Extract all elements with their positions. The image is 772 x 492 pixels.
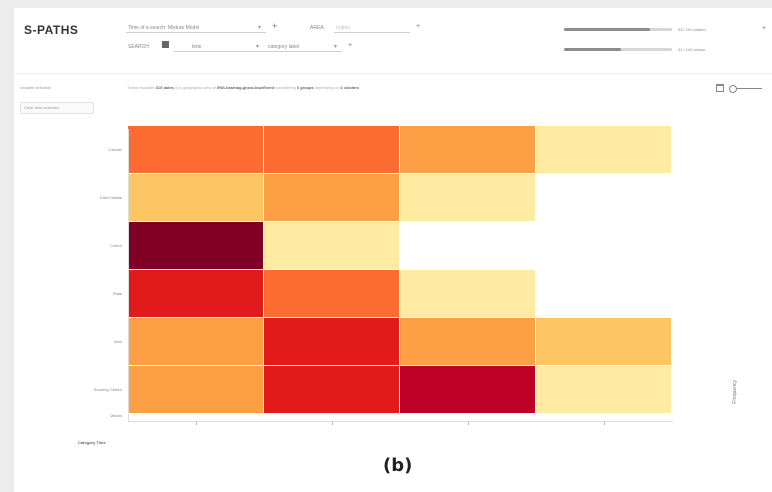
chevron-down-icon: ▾	[258, 25, 262, 31]
heatmap-cell[interactable]	[536, 366, 671, 413]
heatmap-cell[interactable]	[128, 318, 263, 365]
heatmap-cell[interactable]	[264, 366, 399, 413]
area-underline	[334, 32, 410, 33]
x-tick	[332, 422, 333, 425]
calendar-icon[interactable]	[162, 41, 169, 48]
heatmap-cell[interactable]	[128, 126, 263, 173]
heatmap-cell[interactable]	[264, 174, 399, 221]
row-label: Plate	[112, 291, 122, 296]
progress-fill-shown	[564, 48, 622, 51]
summary-mid1: in a geographic view of	[173, 85, 218, 90]
summary-mid3: depending on	[313, 85, 341, 90]
row-label-extra: Values	[110, 413, 122, 418]
heatmap-cell[interactable]	[128, 366, 263, 413]
summary-groups: 6 groups	[296, 85, 314, 90]
figure-caption: (b)	[383, 455, 413, 476]
calendar-icon[interactable]	[716, 84, 724, 92]
search-label: SEARCH	[128, 44, 149, 50]
category-dropdown[interactable]: category label	[268, 44, 300, 50]
progress-label-loaded: 53 / 100 loaded	[678, 27, 706, 32]
heatmap-cell[interactable]	[400, 366, 535, 413]
x-tick	[468, 422, 469, 425]
area-add-button[interactable]: +	[416, 23, 421, 30]
heatmap-cell[interactable]	[264, 318, 399, 365]
row-label: Item	[114, 339, 122, 344]
x-axis-line	[128, 421, 673, 422]
clear-selection-button[interactable]: Clear time selection	[20, 102, 94, 114]
header-divider	[14, 73, 772, 74]
heatmap-cell[interactable]	[400, 174, 535, 221]
dropdown-underline	[126, 32, 266, 33]
x-tick	[604, 422, 605, 425]
heatmap-cell[interactable]	[400, 318, 535, 365]
search-dropdown[interactable]: time	[192, 44, 202, 50]
heatmap-cell[interactable]	[400, 126, 535, 173]
progress-bar-shown	[564, 48, 672, 51]
summary-prefix: These visualize	[127, 85, 156, 90]
corner-mark: ·	[18, 482, 20, 487]
row-label: Earth Waste	[100, 195, 122, 200]
add-filter-button[interactable]: +	[272, 21, 278, 31]
heatmap-cell[interactable]	[128, 222, 263, 269]
summary-field: IRIS-hashtag-ghost-blueEvent	[217, 85, 275, 90]
menu-plus-icon[interactable]: +	[762, 25, 767, 32]
zoom-slider-track[interactable]	[732, 88, 762, 89]
progress-fill-loaded	[564, 28, 651, 31]
chevron-down-icon: ▾	[256, 44, 260, 50]
summary-text: These visualize 315 dates in a geographi…	[127, 85, 359, 90]
heatmap-cell[interactable]	[264, 270, 399, 317]
row-label: Running Citizen	[93, 387, 122, 392]
y-axis-line	[128, 129, 129, 421]
clear-selection-label: Clear time selection	[24, 105, 60, 110]
heatmap-cell[interactable]	[264, 222, 399, 269]
sidebar-label: Variable selection	[20, 85, 52, 90]
legend-label: Frequency	[732, 380, 738, 404]
heatmap-cell[interactable]	[128, 174, 263, 221]
x-axis-title: Category Time	[78, 440, 106, 445]
zoom-slider-handle[interactable]	[729, 85, 737, 93]
search-underline	[174, 51, 266, 52]
summary-dates: 315 dates	[155, 85, 174, 90]
summary-mid2: considering	[274, 85, 297, 90]
app-logo: S-PATHS	[24, 23, 79, 37]
row-label: Canvas	[108, 147, 122, 152]
heatmap-cell[interactable]	[264, 126, 399, 173]
category-add-button[interactable]: +	[348, 42, 353, 49]
time-filter-dropdown[interactable]: Time of a search: Mixture Model	[128, 25, 200, 31]
heatmap-cell[interactable]	[128, 270, 263, 317]
category-underline	[266, 51, 342, 52]
heatmap-cell[interactable]	[400, 270, 535, 317]
row-label: Cotton	[110, 243, 122, 248]
area-dropdown[interactable]: region	[336, 25, 350, 31]
heatmap-cell[interactable]	[536, 126, 671, 173]
heatmap-cell[interactable]	[536, 318, 671, 365]
chevron-down-icon: ▾	[334, 44, 338, 50]
x-tick	[196, 422, 197, 425]
app-panel: S-PATHS Time of a search: Mixture Model …	[14, 8, 772, 492]
summary-clusters: 4 clusters	[340, 85, 359, 90]
area-label: AREA	[310, 25, 324, 31]
progress-bar-loaded	[564, 28, 672, 31]
progress-label-shown: 31 / 100 shown	[678, 47, 706, 52]
